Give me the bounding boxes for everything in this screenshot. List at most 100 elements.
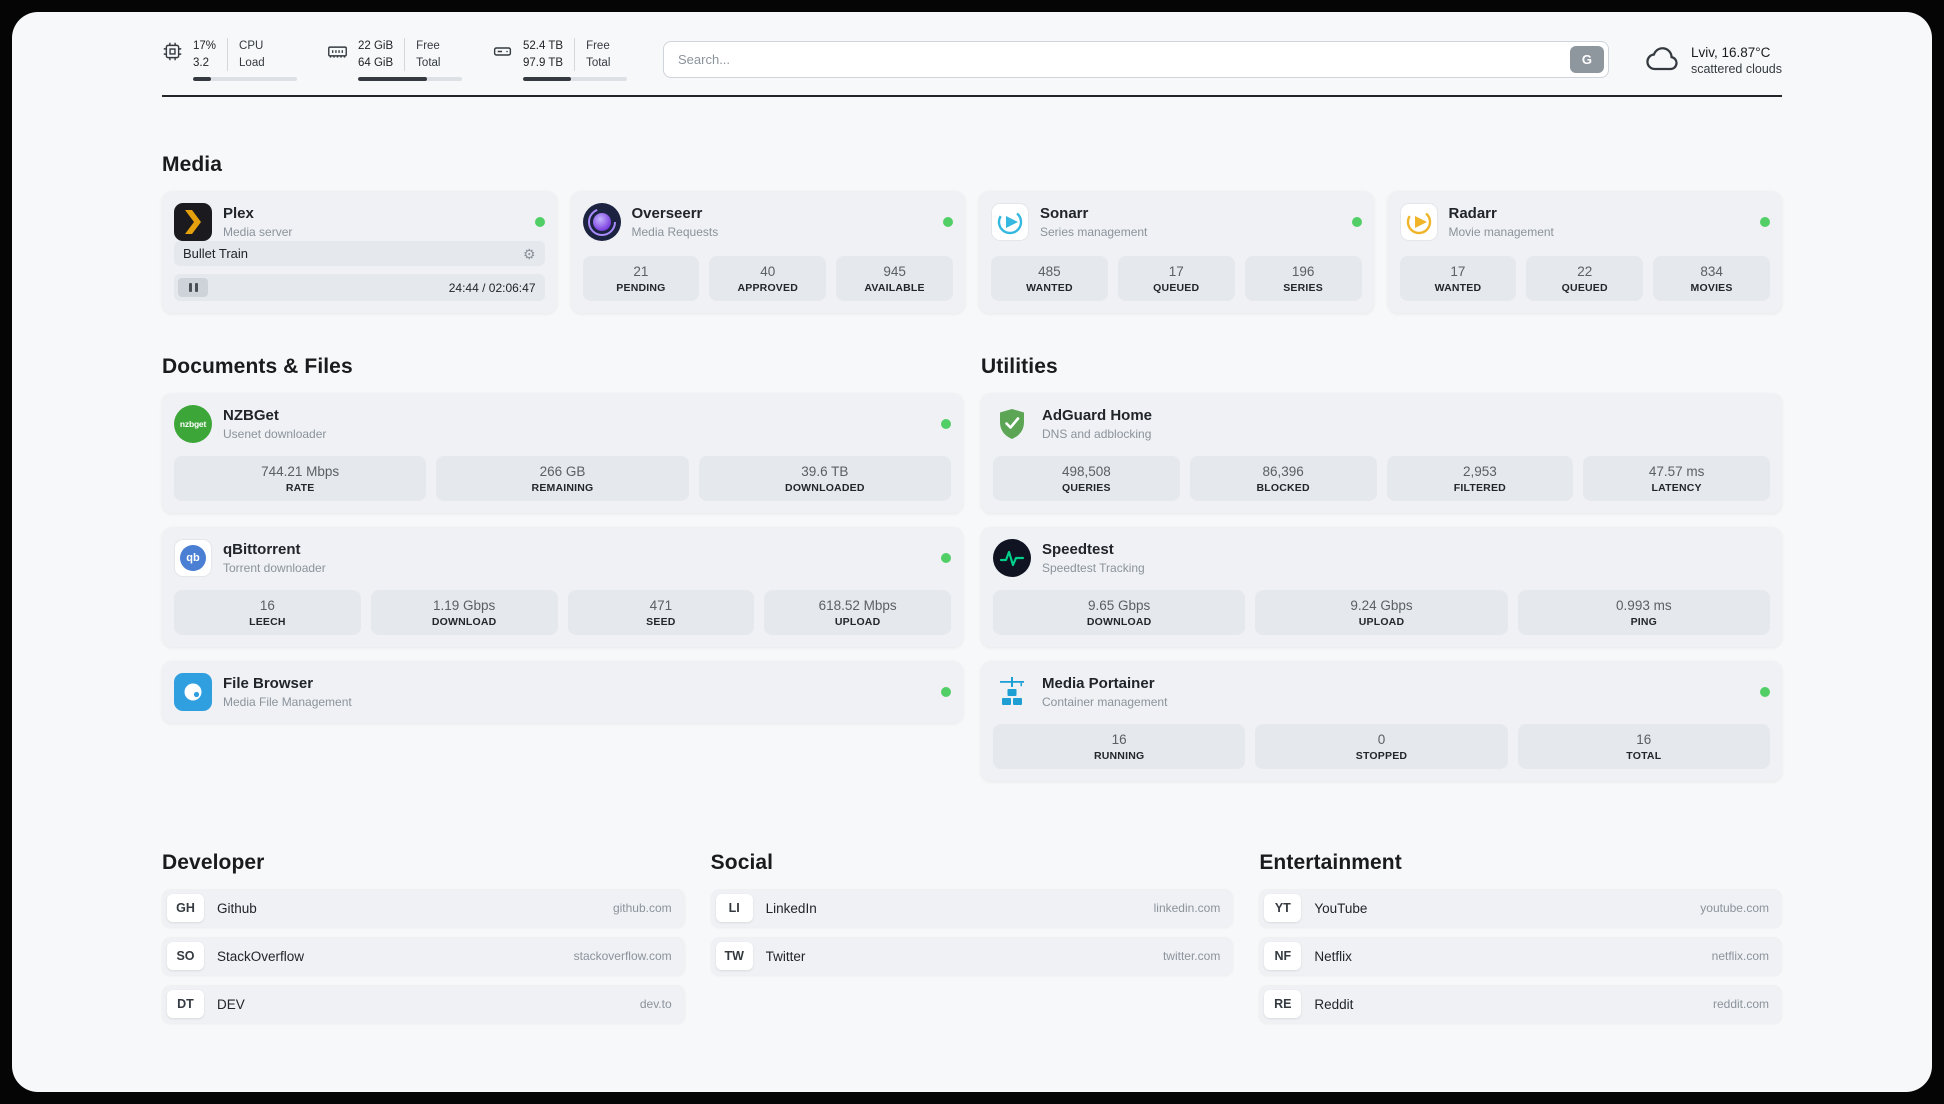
disk-label-top: Free: [586, 40, 610, 52]
app-subtitle: Usenet downloader: [223, 427, 327, 442]
radarr-icon: [1399, 203, 1438, 242]
section-entertainment: Entertainment YT YouTube youtube.com NF …: [1259, 851, 1782, 1024]
section-media: Media Plex Media server: [162, 153, 1782, 314]
stat-stopped: 0 STOPPED: [1255, 724, 1508, 770]
status-dot: [943, 217, 953, 228]
app-subtitle: Series management: [1040, 225, 1148, 240]
app-subtitle: DNS and adblocking: [1042, 427, 1152, 442]
stat-total: 16 TOTAL: [1517, 724, 1770, 770]
status-dot: [1351, 217, 1362, 228]
bookmark-name: LinkedIn: [765, 900, 817, 916]
section-documents: Documents & Files nzbget NZBGet Usenet d…: [162, 355, 963, 781]
section-social: Social LI LinkedIn linkedin.com TW Twitt…: [710, 851, 1234, 1023]
bookmark-abbr: YT: [1264, 894, 1302, 923]
ram-label-top: Free: [416, 40, 440, 52]
bookmark-name: StackOverflow: [217, 948, 305, 964]
adguard-icon: [993, 405, 1031, 443]
status-dot: [941, 687, 951, 698]
bookmark-linkedin[interactable]: LI LinkedIn linkedin.com: [710, 889, 1234, 928]
stat-remaining: 266 GB REMAINING: [436, 456, 689, 502]
bookmark-netflix[interactable]: NF Netflix netflix.com: [1259, 937, 1782, 976]
app-card-sonarr[interactable]: Sonarr Series management 485 WANTED 17 Q…: [979, 191, 1374, 314]
disk-widget: 52.4 TB 97.9 TB Free Total: [492, 38, 627, 82]
disk-free-value: 52.4 TB: [523, 40, 564, 52]
stat-movies: 834 MOVIES: [1653, 256, 1770, 302]
app-card-filebrowser[interactable]: File Browser Media File Management: [162, 661, 963, 724]
app-card-radarr[interactable]: Radarr Movie management 17 WANTED 22 QUE…: [1387, 191, 1782, 314]
status-dot: [1760, 687, 1770, 698]
app-card-qbittorrent[interactable]: qb qBittorrent Torrent downloader 16: [162, 527, 963, 648]
pause-button[interactable]: [178, 278, 208, 298]
app-name: Speedtest: [1042, 541, 1114, 559]
stat-running: 16 RUNNING: [993, 724, 1246, 770]
topbar: 17% 3.2 CPU Load: [162, 38, 1782, 82]
bookmark-abbr: GH: [167, 894, 204, 923]
app-card-adguard[interactable]: AdGuard Home DNS and adblocking 498,508 …: [981, 393, 1782, 514]
section-title-entertainment: Entertainment: [1259, 851, 1402, 875]
stat-upload: 618.52 Mbps UPLOAD: [764, 590, 951, 636]
app-card-speedtest[interactable]: Speedtest Speedtest Tracking 9.65 Gbps D…: [981, 527, 1782, 648]
app-name: Radarr: [1448, 205, 1497, 223]
dashboard-frame: 17% 3.2 CPU Load: [12, 12, 1932, 1092]
app-subtitle: Media File Management: [223, 695, 352, 710]
weather-condition: scattered clouds: [1690, 61, 1782, 76]
stat-queued: 17 QUEUED: [1117, 256, 1235, 302]
section-title-social: Social: [710, 851, 774, 875]
bookmark-abbr: DT: [167, 990, 204, 1019]
disk-usage-bar: [523, 77, 627, 82]
app-card-nzbget[interactable]: nzbget NZBGet Usenet downloader 744.21 M…: [162, 393, 963, 514]
bookmark-url: github.com: [612, 901, 672, 916]
app-name: NZBGet: [223, 407, 279, 425]
overseerr-icon: [582, 203, 621, 242]
bookmark-name: YouTube: [1314, 900, 1368, 916]
sonarr-icon: [991, 203, 1029, 242]
search-input[interactable]: [663, 41, 1609, 79]
bookmark-abbr: RE: [1264, 990, 1302, 1019]
stat-filtered: 2,953 FILTERED: [1386, 456, 1574, 502]
stat-available: 945 AVAILABLE: [836, 256, 953, 302]
playback-time: 24:44 / 02:06:47: [448, 280, 536, 295]
app-card-plex[interactable]: Plex Media server Bullet Train ⚙ 24:44: [162, 191, 557, 314]
stat-wanted: 17 WANTED: [1399, 256, 1517, 302]
topbar-divider: [162, 95, 1782, 98]
app-name: Overseerr: [631, 205, 703, 223]
weather-widget: Lviv, 16.87°C scattered clouds: [1645, 42, 1782, 78]
app-name: Sonarr: [1040, 205, 1089, 223]
bookmark-stackoverflow[interactable]: SO StackOverflow stackoverflow.com: [162, 937, 685, 976]
app-card-portainer[interactable]: Media Portainer Container management 16 …: [981, 661, 1782, 782]
app-name: Media Portainer: [1042, 675, 1155, 693]
status-dot: [534, 217, 545, 228]
app-subtitle: Speedtest Tracking: [1042, 561, 1145, 576]
ram-widget: 22 GiB 64 GiB Free Total: [327, 38, 462, 82]
app-card-overseerr[interactable]: Overseerr Media Requests 21 PENDING 40 A…: [570, 191, 965, 314]
ram-usage-bar: [358, 77, 462, 82]
now-playing-title: Bullet Train: [183, 246, 249, 262]
bookmark-name: Twitter: [765, 948, 806, 964]
stat-series: 196 SERIES: [1244, 256, 1362, 302]
cpu-label-bottom: Load: [239, 56, 265, 69]
bookmark-github[interactable]: GH Github github.com: [162, 889, 685, 928]
bookmark-youtube[interactable]: YT YouTube youtube.com: [1259, 889, 1782, 928]
gear-icon[interactable]: ⚙: [522, 245, 536, 262]
app-subtitle: Movie management: [1448, 225, 1554, 240]
nzbget-icon: nzbget: [174, 405, 212, 444]
plex-icon: [174, 203, 212, 242]
bookmark-url: twitter.com: [1162, 949, 1221, 964]
section-title-media: Media: [162, 153, 223, 177]
bookmark-name: Netflix: [1314, 948, 1352, 964]
cpu-usage-value: 17%: [193, 40, 217, 52]
search-engine-button[interactable]: G: [1569, 46, 1604, 74]
ram-label-bottom: Total: [416, 56, 441, 69]
section-developer: Developer GH Github github.com SO StackO…: [162, 851, 685, 1024]
bookmark-twitter[interactable]: TW Twitter twitter.com: [710, 937, 1234, 976]
bookmark-reddit[interactable]: RE Reddit reddit.com: [1259, 985, 1782, 1024]
status-dot: [1760, 217, 1770, 228]
stat-downloaded: 39.6 TB DOWNLOADED: [698, 456, 951, 502]
bookmark-abbr: NF: [1264, 942, 1302, 971]
stat-approved: 40 APPROVED: [709, 256, 827, 302]
section-title-documents: Documents & Files: [162, 355, 353, 379]
bookmark-dev[interactable]: DT DEV dev.to: [162, 985, 685, 1024]
bookmark-abbr: TW: [715, 942, 753, 971]
stat-upload: 9.24 Gbps UPLOAD: [1255, 590, 1508, 636]
weather-location: Lviv, 16.87°C: [1690, 44, 1771, 60]
